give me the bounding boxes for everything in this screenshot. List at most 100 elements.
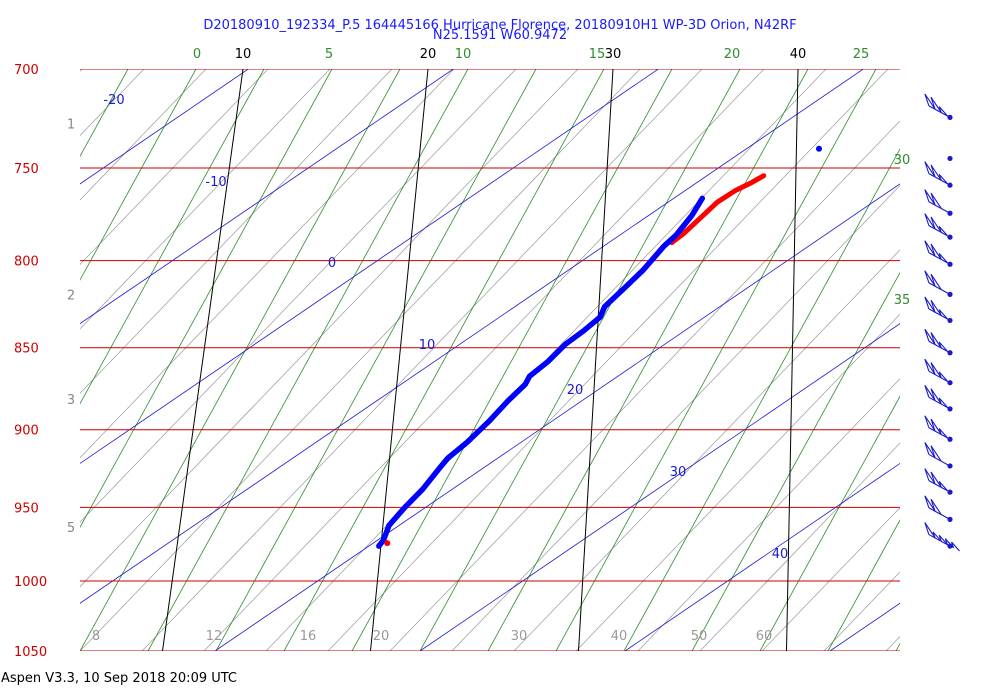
wind-barb <box>924 358 953 386</box>
wind-barb-feather <box>924 522 936 538</box>
wind-barb <box>924 442 953 469</box>
wind-barb <box>924 213 953 240</box>
isotherm-line <box>370 69 429 651</box>
wind-barb-feather <box>930 192 936 206</box>
wind-barb-feather <box>930 499 936 512</box>
height-label: 2 <box>67 288 75 303</box>
wind-barb-feather <box>938 225 948 236</box>
moist-adiabat-line <box>964 69 1000 651</box>
chart-title: D20180910_192334_P.5 164445166 Hurricane… <box>203 18 796 33</box>
pressure-label: 1050 <box>14 645 47 660</box>
wind-barb-staff <box>928 453 951 467</box>
wind-barb <box>924 385 953 412</box>
wind-barb-feather <box>938 397 948 408</box>
wind-barb-feather <box>924 270 930 284</box>
mixing-ratio-label: 20 <box>373 629 390 644</box>
wind-barb-feather <box>924 415 936 432</box>
dry-adiabat-line <box>80 69 865 604</box>
wind-barb-feather <box>924 213 936 229</box>
moist-adiabat-line <box>147 69 469 651</box>
mixing-ratio-line <box>513 249 900 651</box>
mixing-ratio-line <box>80 69 641 651</box>
isotherm-label: 10 <box>235 47 252 62</box>
mixing-ratio-label: 60 <box>756 629 773 644</box>
wind-barb <box>924 415 953 442</box>
mixing-ratio-line <box>575 313 900 651</box>
wind-barb-feather <box>924 358 936 375</box>
moist-adiabat-line <box>759 395 900 651</box>
pressure-label: 800 <box>14 255 39 270</box>
wind-barb-feather <box>932 531 942 542</box>
wind-barb-feather <box>924 415 930 428</box>
pressure-label: 700 <box>14 63 39 78</box>
wind-barb-feather <box>930 96 942 113</box>
wind-barb-feather <box>930 498 942 515</box>
wind-barb-feather <box>924 296 930 310</box>
wind-barb <box>924 240 953 267</box>
wind-barb-feather <box>924 213 930 226</box>
wind-barb-feather <box>924 468 936 484</box>
wind-barb-feather <box>930 388 942 404</box>
wind-barb-feather <box>924 495 936 512</box>
pressure-label: 900 <box>14 424 39 439</box>
wind-barb-feather <box>924 328 936 345</box>
wind-barb-feather <box>924 270 936 287</box>
wind-barb-feather <box>924 385 930 398</box>
wind-barb-dot <box>947 155 953 162</box>
mixing-ratio-line <box>80 69 269 265</box>
sounding-traces <box>376 145 823 549</box>
moist-adiabat-line <box>80 69 265 405</box>
temperature-surface-point <box>384 540 391 547</box>
wind-barb-feather <box>924 442 930 455</box>
mixing-ratio-line <box>389 120 900 651</box>
moist-adiabat-line <box>80 69 333 529</box>
wind-barb-feather <box>924 385 936 401</box>
moist-adiabat-line <box>419 69 741 651</box>
wind-barb-feather <box>924 240 936 257</box>
mixing-ratio-line <box>80 69 331 330</box>
wind-barb-feather <box>938 253 948 263</box>
moist-adiabat-line <box>80 69 401 651</box>
dry-adiabat-label: 10 <box>419 338 436 353</box>
wind-barb-feather <box>930 332 936 345</box>
theta-e-label: 0 <box>193 47 201 62</box>
wind-barb-feather <box>924 93 936 110</box>
dry-adiabat-label: 20 <box>567 383 584 398</box>
mixing-ratio-line <box>80 69 83 72</box>
isotherm-line <box>578 69 614 651</box>
mixing-ratio-line <box>80 69 207 201</box>
wind-barb-feather <box>930 299 942 316</box>
wind-barb-feather <box>930 192 942 209</box>
dry-adiabat-line <box>80 69 250 185</box>
dry-adiabat-line <box>624 462 900 651</box>
theta-e-label: 30 <box>894 153 911 168</box>
moist-adiabat-line <box>555 69 877 651</box>
wind-barb-feather <box>930 164 942 181</box>
moist-adiabat-line <box>623 148 900 651</box>
wind-barb-feather <box>930 445 936 458</box>
wind-barb <box>924 495 953 522</box>
wind-barb-feather <box>924 359 930 372</box>
wind-barb-staff <box>928 201 951 214</box>
wind-barb-feather <box>924 468 930 481</box>
mixing-ratio-label: 16 <box>300 629 317 644</box>
theta-e-label: 20 <box>724 47 741 62</box>
wind-barb <box>924 522 960 552</box>
mixing-ratio-line <box>761 507 900 651</box>
wind-barb-feather <box>930 273 942 290</box>
mixing-ratio-line <box>80 69 579 588</box>
dry-adiabat-line <box>419 323 900 651</box>
wind-barb-feather <box>930 471 936 485</box>
theta-e-label: 10 <box>455 47 472 62</box>
moist-adiabat-line <box>487 69 809 651</box>
wind-barb-feather <box>924 189 936 206</box>
dry-adiabat-label: 30 <box>670 465 687 480</box>
isolated-data-point <box>816 145 823 152</box>
wind-barb-feather <box>930 471 942 488</box>
moist-adiabat-line <box>827 519 900 651</box>
mixing-ratio-label: 40 <box>611 629 628 644</box>
dry-adiabat-label: -10 <box>205 175 226 190</box>
mixing-ratio-line <box>451 184 900 651</box>
mixing-ratio-label: 8 <box>92 629 100 644</box>
wind-barb-feather <box>930 164 936 178</box>
